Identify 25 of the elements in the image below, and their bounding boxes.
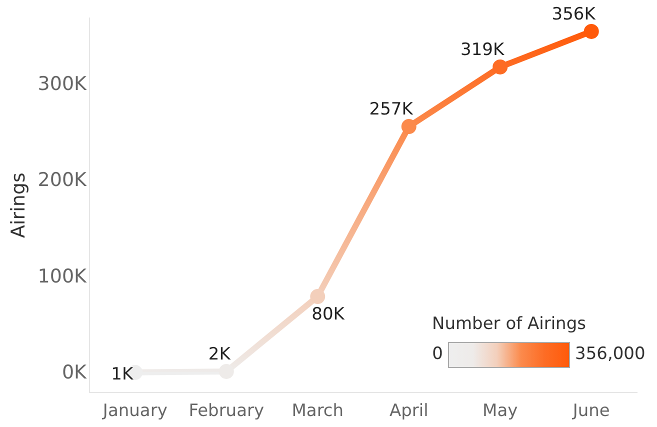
data-label: 2K <box>208 344 232 364</box>
point <box>218 364 234 379</box>
y-tick-label: 200K <box>38 169 88 192</box>
data-label: 257K <box>369 99 414 120</box>
data-label: 319K <box>460 40 505 60</box>
annotation: 356,000 <box>575 344 646 364</box>
point <box>310 289 326 304</box>
x-tick-label: April <box>389 401 428 422</box>
point <box>401 119 416 134</box>
data-label: 1K <box>111 364 134 384</box>
annotation: 0 <box>432 344 443 364</box>
x-tick-label: January <box>102 401 168 422</box>
x-tick-label: June <box>572 401 610 422</box>
y-tick-label: 100K <box>38 265 88 288</box>
point <box>584 24 599 39</box>
x-tick-label: February <box>188 401 264 422</box>
y-tick-label: 300K <box>38 73 88 96</box>
y-tick-label: 0K <box>62 361 88 384</box>
x-tick-label: May <box>482 401 518 422</box>
x-tick-label: March <box>292 401 344 422</box>
y-axis-title: Airings <box>7 172 30 238</box>
data-label: 356K <box>552 4 596 24</box>
data-label: 80K <box>312 304 346 324</box>
point <box>492 59 508 74</box>
annotation: Number of Airings <box>432 314 586 334</box>
